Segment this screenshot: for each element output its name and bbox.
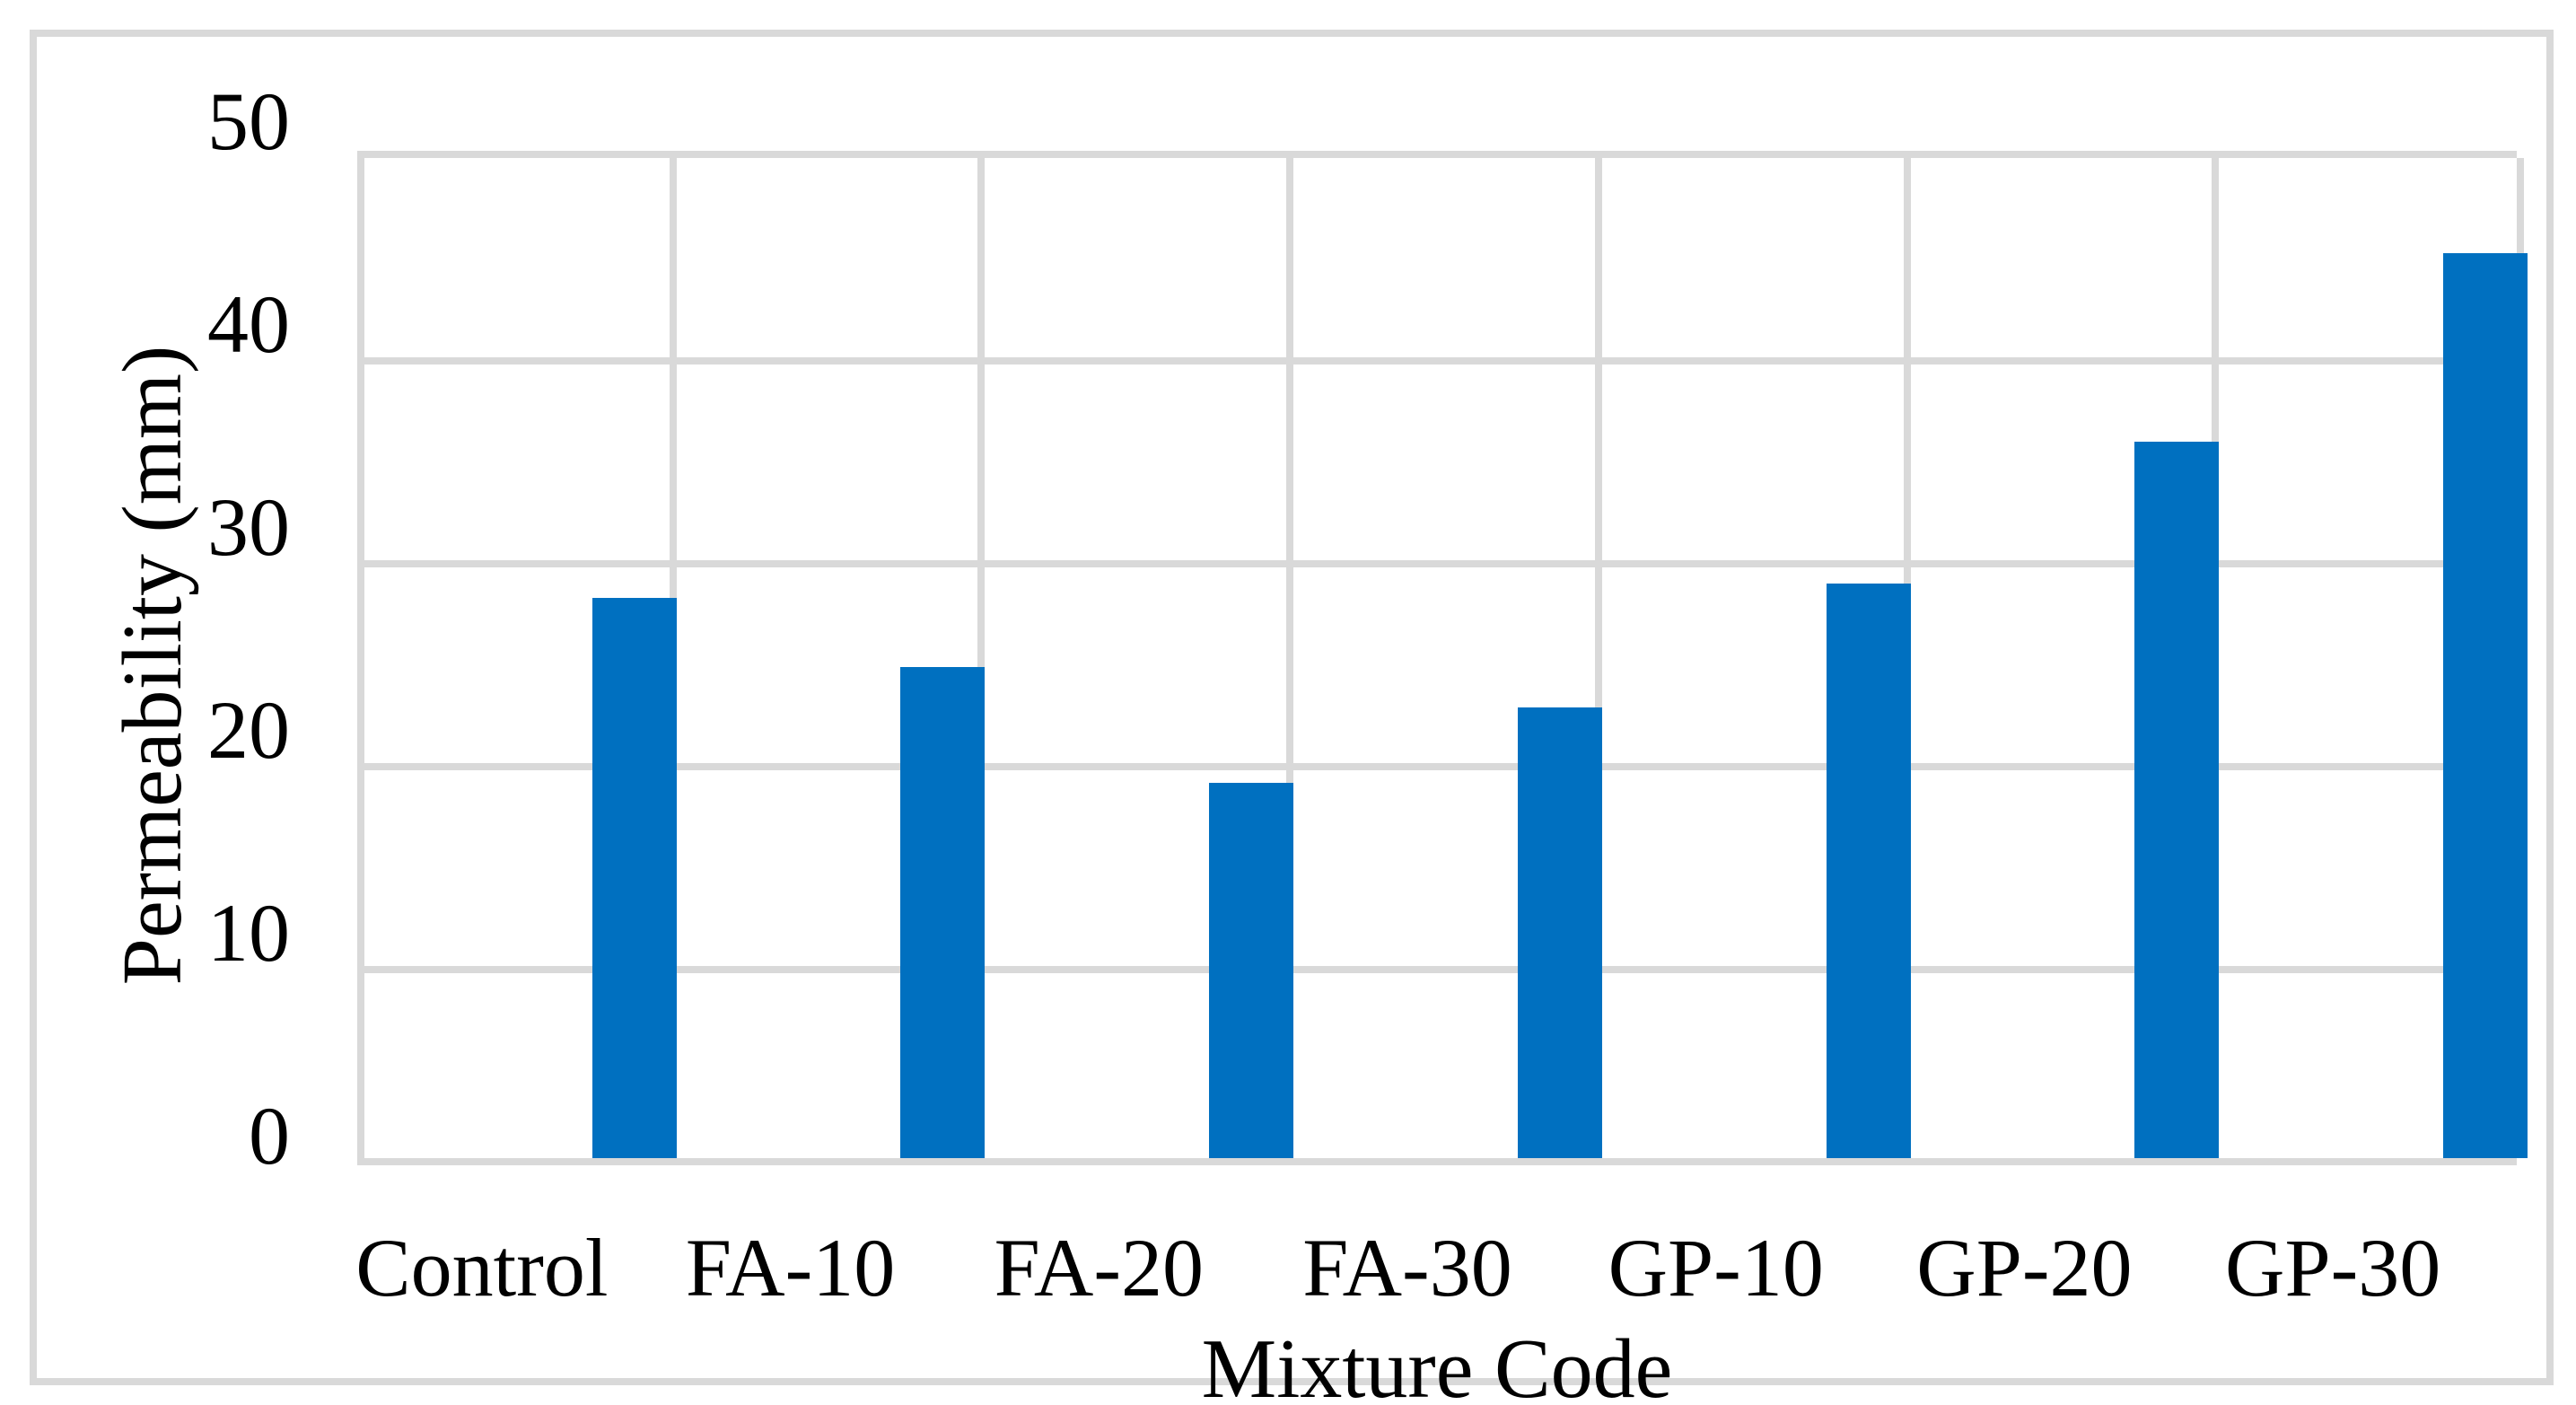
bar-FA-30: [1517, 707, 1602, 1158]
x-tick-label-GP-10: GP-10: [1608, 1222, 1824, 1313]
horizontal-gridline-30: [364, 560, 2517, 567]
chart-figure: Permeability (mm) 0 10 20 30 40 50 Control FA-…: [30, 30, 2554, 1405]
y-tick-label-0: 0: [249, 1090, 290, 1181]
x-tick-label-FA-30: FA-30: [1302, 1222, 1512, 1313]
y-tick-label-10: 10: [207, 887, 290, 979]
y-tick-label-30: 30: [207, 481, 290, 573]
plot-area: [357, 151, 2528, 1165]
horizontal-gridline-40: [364, 357, 2517, 364]
x-tick-label-Control: Control: [355, 1222, 609, 1313]
y-axis-title: Permeability (mm): [106, 345, 199, 986]
x-tick-label-GP-30: GP-30: [2225, 1222, 2441, 1313]
y-tick-label-50: 50: [207, 75, 290, 167]
bar-Control: [591, 598, 677, 1158]
y-tick-label-40: 40: [207, 278, 290, 370]
bar-FA-20: [1209, 782, 1294, 1158]
x-tick-label-FA-20: FA-20: [994, 1222, 1204, 1313]
x-tick-label-GP-20: GP-20: [1916, 1222, 2133, 1313]
y-tick-label-20: 20: [207, 684, 290, 776]
horizontal-gridline-20: [364, 763, 2517, 770]
vertical-gridline-3: [1286, 158, 1294, 1158]
x-axis-title: Mixture Code: [1201, 1322, 1673, 1405]
vertical-gridline-2: [977, 158, 986, 1158]
x-tick-label-FA-10: FA-10: [685, 1222, 896, 1313]
bar-FA-10: [900, 667, 986, 1158]
bar-GP-10: [1826, 584, 1911, 1158]
bar-GP-30: [2443, 253, 2528, 1158]
horizontal-gridline-10: [364, 966, 2517, 973]
vertical-gridline-4: [1594, 158, 1602, 1158]
bar-GP-20: [2134, 442, 2220, 1158]
